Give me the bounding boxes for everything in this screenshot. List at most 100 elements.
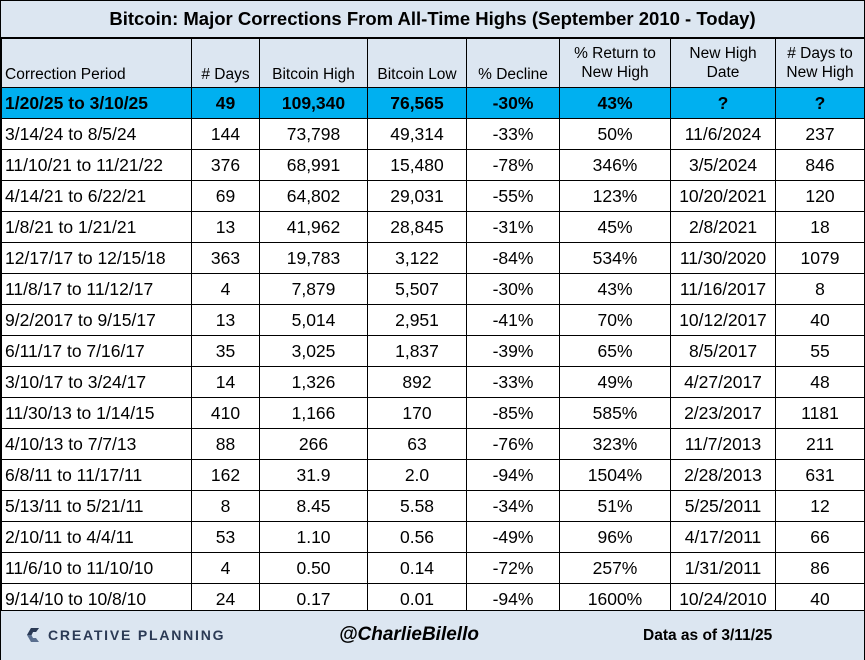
cell-new-high-date: 11/16/2017 <box>670 273 776 305</box>
cell-new-high-date: 11/6/2024 <box>670 118 776 150</box>
cell-days-to-new-high: 8 <box>775 273 865 305</box>
cell-days: 376 <box>191 149 260 181</box>
cell-days: 53 <box>191 521 260 553</box>
cell-return-to-new-high: 43% <box>559 87 671 119</box>
cell-new-high-date: 10/20/2021 <box>670 180 776 212</box>
header-days: # Days <box>191 38 260 88</box>
cell-days-to-new-high: 12 <box>775 490 865 522</box>
header-return-line2: New High <box>581 64 649 81</box>
cell-bitcoin-high: 41,962 <box>259 211 368 243</box>
cell-decline: -34% <box>466 490 560 522</box>
cell-decline: -76% <box>466 428 560 460</box>
cell-decline: -84% <box>466 242 560 274</box>
author-handle: @CharlieBilello <box>339 624 479 645</box>
cell-decline: -30% <box>466 87 560 119</box>
cell-days: 363 <box>191 242 260 274</box>
cell-return-to-new-high: 45% <box>559 211 671 243</box>
cell-decline: -55% <box>466 180 560 212</box>
creative-planning-logo: CREATIVE PLANNING <box>25 625 225 645</box>
cell-decline: -31% <box>466 211 560 243</box>
cell-period: 11/6/10 to 11/10/10 <box>1 552 192 584</box>
cell-new-high-date: 10/12/2017 <box>670 304 776 336</box>
cell-decline: -33% <box>466 366 560 398</box>
cell-new-high-date: 11/30/2020 <box>670 242 776 274</box>
cell-bitcoin-low: 15,480 <box>367 149 467 181</box>
header-new-high-date: New High Date <box>670 38 776 88</box>
cell-decline: -72% <box>466 552 560 584</box>
corrections-table: Correction Period # Days Bitcoin High Bi… <box>1 38 865 615</box>
cell-period: 4/10/13 to 7/7/13 <box>1 428 192 460</box>
cell-decline: -30% <box>466 273 560 305</box>
cell-new-high-date: 11/7/2013 <box>670 428 776 460</box>
cell-new-high-date: 8/5/2017 <box>670 335 776 367</box>
cell-decline: -39% <box>466 335 560 367</box>
cell-bitcoin-high: 1,326 <box>259 366 368 398</box>
cell-decline: -41% <box>466 304 560 336</box>
cell-new-high-date: 3/5/2024 <box>670 149 776 181</box>
cell-period: 9/2/2017 to 9/15/17 <box>1 304 192 336</box>
cell-decline: -33% <box>466 118 560 150</box>
table-row: 3/14/24 to 8/5/24 144 73,798 49,314 -33% 50% 1… <box>1 118 865 150</box>
cell-new-high-date: 2/23/2017 <box>670 397 776 429</box>
cell-bitcoin-high: 8.45 <box>259 490 368 522</box>
cell-days: 13 <box>191 304 260 336</box>
header-date-line2: Date <box>706 64 740 81</box>
footer: CREATIVE PLANNING @CharlieBilello Data a… <box>1 610 864 660</box>
cell-bitcoin-high: 19,783 <box>259 242 368 274</box>
cell-bitcoin-high: 73,798 <box>259 118 368 150</box>
table-row: 2/10/11 to 4/4/11 53 1.10 0.56 -49% 96% 4/17/2… <box>1 521 865 553</box>
cell-bitcoin-low: 28,845 <box>367 211 467 243</box>
cell-return-to-new-high: 1504% <box>559 459 671 491</box>
cell-bitcoin-high: 68,991 <box>259 149 368 181</box>
cell-days: 24 <box>191 583 260 615</box>
cell-days: 88 <box>191 428 260 460</box>
cell-days-to-new-high: 40 <box>775 304 865 336</box>
cell-days-to-new-high: 1181 <box>775 397 865 429</box>
cell-new-high-date: 1/31/2011 <box>670 552 776 584</box>
table-row: 11/30/13 to 1/14/15 410 1,166 170 -85% 585% 2/… <box>1 397 865 429</box>
cell-days-to-new-high: ? <box>775 87 865 119</box>
data-as-of-label: Data as of 3/11/25 <box>643 627 773 644</box>
header-daysto-line2: New High <box>786 64 854 81</box>
cell-bitcoin-high: 266 <box>259 428 368 460</box>
cell-bitcoin-low: 1,837 <box>367 335 467 367</box>
cell-return-to-new-high: 49% <box>559 366 671 398</box>
header-date-line1: New High <box>689 45 757 62</box>
cell-bitcoin-low: 29,031 <box>367 180 467 212</box>
cell-bitcoin-low: 0.14 <box>367 552 467 584</box>
cell-days: 13 <box>191 211 260 243</box>
cell-days-to-new-high: 631 <box>775 459 865 491</box>
cell-return-to-new-high: 123% <box>559 180 671 212</box>
header-return-line1: % Return to <box>574 45 656 62</box>
cell-days: 410 <box>191 397 260 429</box>
cell-return-to-new-high: 65% <box>559 335 671 367</box>
cell-return-to-new-high: 70% <box>559 304 671 336</box>
cell-return-to-new-high: 323% <box>559 428 671 460</box>
table-row: 1/8/21 to 1/21/21 13 41,962 28,845 -31% 45% 2/… <box>1 211 865 243</box>
cell-days-to-new-high: 846 <box>775 149 865 181</box>
cell-bitcoin-low: 5,507 <box>367 273 467 305</box>
table-row: 6/8/11 to 11/17/11 162 31.9 2.0 -94% 1504% 2/2… <box>1 459 865 491</box>
cell-days-to-new-high: 55 <box>775 335 865 367</box>
cell-days-to-new-high: 120 <box>775 180 865 212</box>
cell-bitcoin-low: 2,951 <box>367 304 467 336</box>
cell-days-to-new-high: 66 <box>775 521 865 553</box>
cell-days-to-new-high: 237 <box>775 118 865 150</box>
cell-bitcoin-low: 0.01 <box>367 583 467 615</box>
cell-bitcoin-low: 170 <box>367 397 467 429</box>
cell-days: 49 <box>191 87 260 119</box>
cell-new-high-date: 2/28/2013 <box>670 459 776 491</box>
cell-period: 9/14/10 to 10/8/10 <box>1 583 192 615</box>
table-row: 9/2/2017 to 9/15/17 13 5,014 2,951 -41% 70% 10… <box>1 304 865 336</box>
cell-period: 6/11/17 to 7/16/17 <box>1 335 192 367</box>
cell-days: 4 <box>191 273 260 305</box>
cell-period: 6/8/11 to 11/17/11 <box>1 459 192 491</box>
cell-period: 3/14/24 to 8/5/24 <box>1 118 192 150</box>
cell-return-to-new-high: 96% <box>559 521 671 553</box>
header-days-to-new-high: # Days to New High <box>775 38 865 88</box>
cell-return-to-new-high: 50% <box>559 118 671 150</box>
table-row: 4/10/13 to 7/7/13 88 266 63 -76% 323% 11/7/201… <box>1 428 865 460</box>
table-row: 5/13/11 to 5/21/11 8 8.45 5.58 -34% 51% 5/25/2… <box>1 490 865 522</box>
table-row-current: 1/20/25 to 3/10/25 49 109,340 76,565 -30% 43%… <box>1 87 865 119</box>
